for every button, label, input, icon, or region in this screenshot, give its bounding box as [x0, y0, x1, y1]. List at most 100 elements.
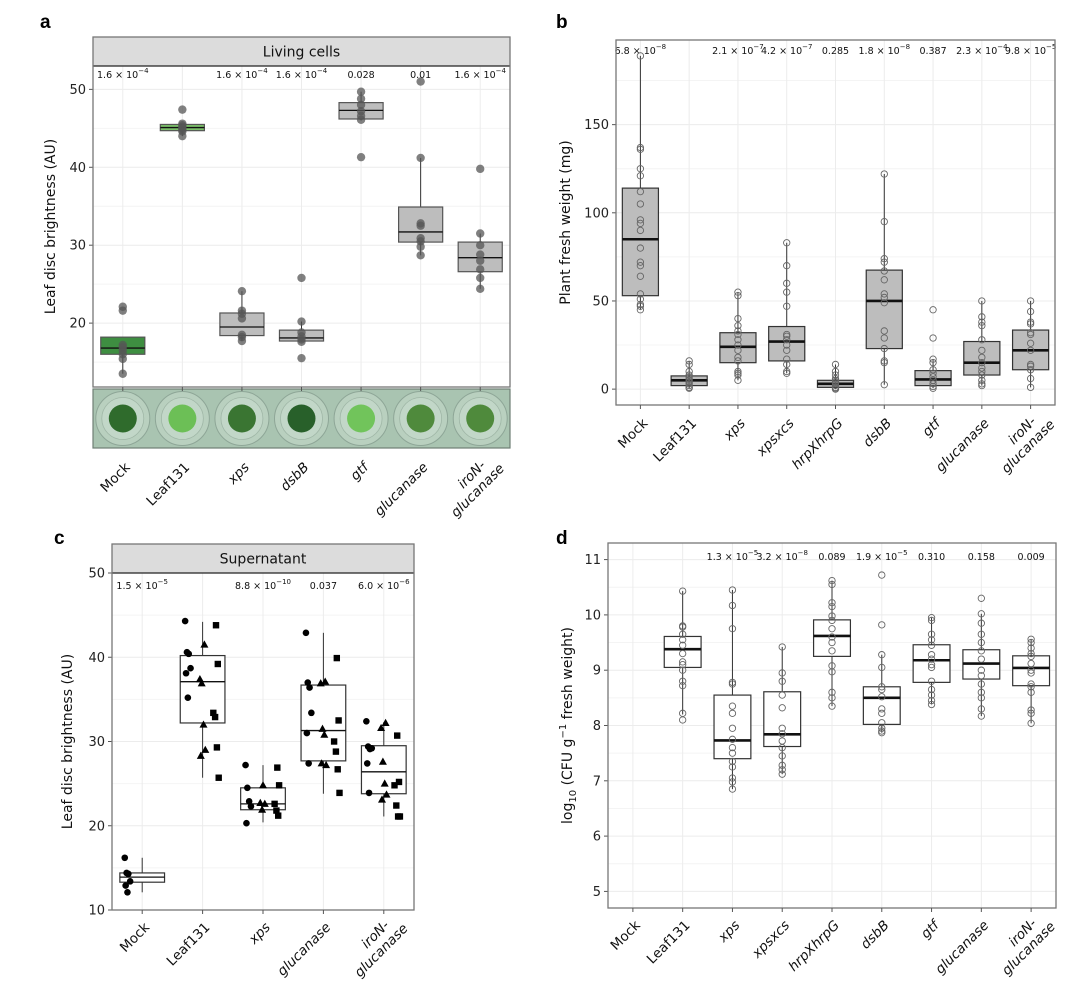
data-point [778, 669, 786, 677]
x-category-label-line: Mock [97, 459, 133, 495]
data-point [978, 371, 986, 379]
box-group-hrpxhrpg [816, 360, 855, 393]
x-category-label: Leaf131 [650, 416, 700, 466]
x-category-label-line: glucanase [932, 918, 992, 978]
p-value-base: 8.8 × 10 [235, 581, 276, 592]
box-group-glucanase [962, 594, 1001, 720]
data-point [880, 217, 888, 226]
data-point-circle [244, 784, 251, 792]
data-point [831, 374, 840, 383]
data-point [828, 633, 836, 641]
data-point [880, 258, 888, 266]
panel-label-b: b [556, 12, 568, 33]
p-value-label: 0.01 [410, 70, 431, 81]
data-point [636, 262, 645, 270]
x-category-label: Mock [608, 917, 644, 953]
data-point [1027, 652, 1035, 661]
data-point [476, 256, 485, 265]
data-point [977, 619, 985, 627]
data-point [831, 380, 840, 388]
data-point [679, 649, 687, 658]
p-value-base: 3.2 × 10 [756, 552, 797, 563]
leaf-disc [347, 404, 376, 433]
data-point [978, 297, 986, 305]
data-point-square [391, 782, 398, 789]
x-category-label-line: glucanase [274, 920, 334, 980]
data-point [416, 77, 425, 86]
box-group-dsbb [862, 571, 901, 737]
y-tick-label: 7 [593, 774, 601, 789]
data-point [828, 688, 836, 696]
data-point [977, 680, 985, 688]
p-value-base: 1.6 × 10 [97, 70, 138, 81]
data-point [878, 724, 886, 732]
p-value-exponent: −5 [897, 549, 907, 557]
p-value-exponent: −5 [748, 549, 758, 557]
p-value-exponent: −4 [138, 67, 149, 75]
data-point [118, 369, 127, 378]
data-point [1027, 635, 1035, 643]
p-value-base: 2.1 × 10 [712, 46, 753, 57]
p-value-label: 0.089 [818, 552, 845, 563]
data-point [1027, 669, 1035, 677]
data-point [880, 327, 888, 335]
box-group-mock [621, 52, 660, 314]
p-value-exponent: −4 [997, 43, 1008, 51]
box-group-leaf131 [670, 357, 708, 392]
data-point [778, 730, 786, 738]
p-value-exponent: −7 [802, 43, 812, 51]
p-value-exponent: −4 [317, 67, 328, 75]
data-point [927, 616, 936, 625]
panel-label-d: d [556, 528, 568, 549]
x-category-label-line: dsbB [858, 918, 893, 953]
data-point [356, 100, 366, 110]
data-point-triangle [378, 757, 387, 765]
data-point [1026, 346, 1035, 354]
data-point [636, 187, 645, 196]
data-point-square [335, 717, 342, 724]
box-group-hrpxhrpg [812, 576, 852, 710]
data-point [685, 381, 693, 390]
data-point [831, 367, 840, 376]
data-point [783, 341, 791, 349]
data-point [778, 691, 786, 699]
data-point [878, 693, 886, 701]
data-point [1027, 649, 1035, 658]
data-point [978, 376, 986, 384]
data-point-square [211, 713, 219, 721]
p-value-label: 0.310 [918, 552, 945, 563]
data-point [728, 763, 737, 771]
data-point [828, 702, 836, 710]
box-group-iron-glucanase [1011, 297, 1050, 392]
data-point [880, 359, 888, 367]
p-value-label: 0.009 [1018, 552, 1045, 563]
box-group-xps [719, 288, 757, 384]
box-iqr [912, 644, 951, 683]
p-value-base: 1.5 × 10 [116, 581, 157, 592]
p-value-label: 2.3 × 10−4 [956, 43, 1008, 57]
data-point [679, 658, 687, 666]
data-point [728, 735, 737, 743]
data-point [828, 602, 836, 611]
box-group-iron-glucanase [457, 164, 503, 294]
data-point [728, 778, 737, 786]
x-category-label-line: gtf [919, 414, 945, 440]
data-point [878, 621, 886, 629]
data-point [927, 636, 936, 644]
x-category-label: iroN-glucanase [437, 450, 508, 521]
data-point [685, 374, 693, 383]
p-value-base: 2.3 × 10 [956, 46, 997, 57]
x-category-label-line: Mock [615, 415, 651, 451]
p-value-base: 1.6 × 10 [276, 70, 317, 81]
box-group-glucanase [398, 77, 444, 260]
data-point [476, 284, 485, 294]
data-point-square [393, 802, 400, 809]
data-point [636, 219, 645, 228]
x-category-label-line: dsbB [860, 416, 895, 451]
data-point [1026, 330, 1035, 339]
data-point-triangle [382, 790, 391, 798]
p-value-label: 1.6 × 10−4 [276, 67, 328, 81]
data-point-square [334, 766, 341, 773]
data-point [685, 371, 693, 379]
data-point [927, 696, 936, 705]
